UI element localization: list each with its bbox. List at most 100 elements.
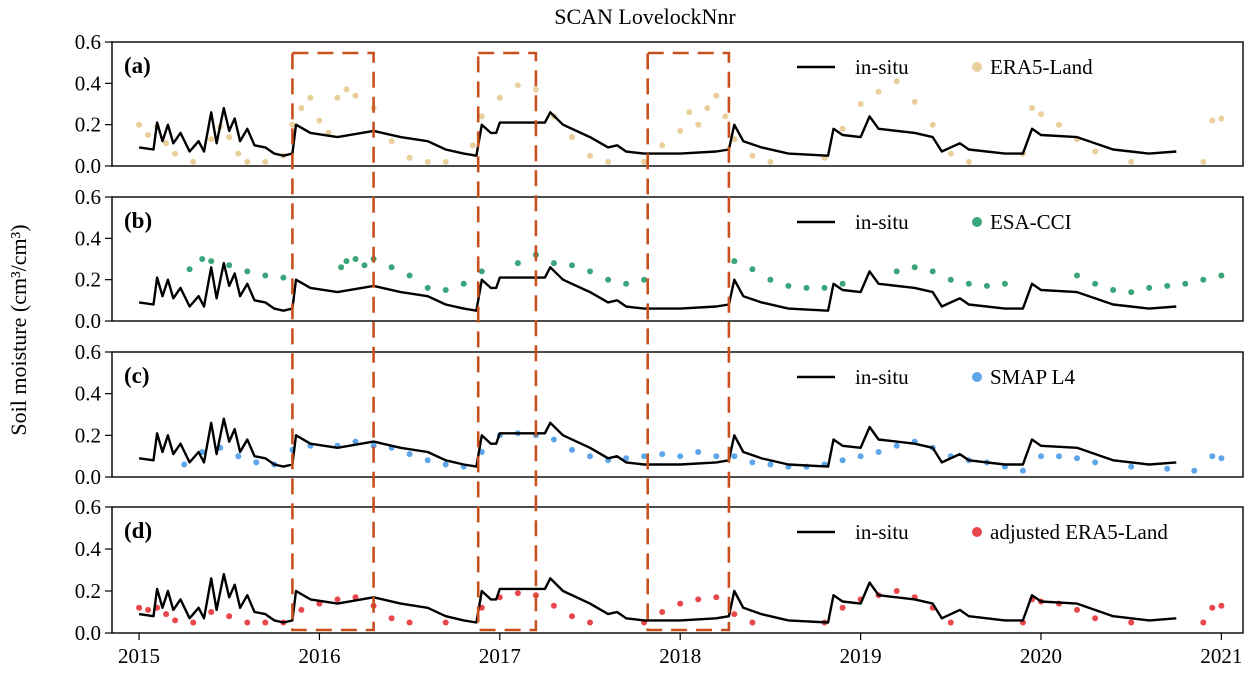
- data-point: [947, 276, 954, 283]
- legend-line-label: in-situ: [855, 520, 909, 544]
- panel-label: (a): [124, 53, 151, 78]
- data-point: [478, 113, 485, 120]
- y-tick-label: 0.4: [75, 382, 102, 406]
- data-point: [1146, 284, 1153, 291]
- data-point: [532, 592, 539, 599]
- data-point: [334, 596, 341, 603]
- data-point: [262, 272, 269, 279]
- legend-line-label: in-situ: [855, 210, 909, 234]
- data-point: [136, 604, 143, 611]
- data-point: [1191, 467, 1198, 474]
- data-point: [532, 86, 539, 93]
- data-point: [550, 260, 557, 267]
- data-point: [641, 158, 648, 165]
- data-point: [749, 459, 756, 466]
- legend: in-situ ESA-CCI: [797, 210, 1072, 234]
- data-point: [460, 280, 467, 287]
- data-point: [731, 136, 738, 143]
- y-tick-label: 0.0: [75, 465, 101, 489]
- data-point: [587, 619, 593, 626]
- highlight-boxes: [291, 51, 731, 632]
- data-point: [338, 264, 345, 271]
- data-point: [857, 101, 864, 107]
- data-point: [550, 436, 557, 443]
- data-point: [749, 152, 756, 159]
- data-point: [569, 613, 575, 620]
- data-point: [244, 619, 251, 626]
- data-point: [1092, 280, 1099, 287]
- data-point: [749, 266, 756, 273]
- data-point: [208, 136, 215, 143]
- data-point: [424, 284, 431, 291]
- data-point: [1019, 467, 1026, 474]
- data-point: [695, 449, 702, 455]
- data-point: [1038, 111, 1044, 118]
- data-point: [821, 284, 828, 291]
- data-point: [136, 121, 143, 128]
- data-point: [235, 453, 242, 460]
- data-point: [1074, 455, 1080, 462]
- data-point: [244, 268, 251, 275]
- panel-label: (d): [124, 518, 152, 543]
- data-point: [1200, 158, 1207, 165]
- data-point: [1128, 289, 1135, 296]
- data-point: [334, 94, 341, 101]
- y-tick-label: 0.0: [75, 154, 101, 178]
- data-point: [686, 109, 693, 116]
- data-point: [569, 262, 575, 269]
- data-point: [352, 594, 359, 601]
- data-point: [1200, 276, 1207, 283]
- panel-label: (c): [124, 363, 150, 388]
- data-point: [722, 113, 729, 120]
- panel-c: 0.0 0.2 0.4 0.6 (c) in-situ SMAP L4: [75, 340, 1244, 489]
- data-point: [514, 82, 521, 89]
- data-point: [983, 282, 990, 289]
- data-point: [280, 274, 287, 281]
- data-point: [1001, 280, 1008, 287]
- x-tick-label: 2017: [479, 644, 521, 668]
- data-point: [767, 158, 774, 165]
- y-axis-label: Soil moisture (cm³/cm³): [6, 224, 31, 435]
- x-tick-label: 2018: [659, 644, 701, 668]
- data-point: [965, 280, 972, 287]
- data-point: [623, 280, 630, 287]
- data-point: [352, 438, 359, 445]
- data-point: [659, 609, 666, 615]
- data-point: [388, 264, 395, 271]
- data-point: [911, 98, 918, 105]
- data-point: [172, 617, 179, 624]
- x-tick-label: 2015: [118, 644, 160, 668]
- data-point: [857, 453, 864, 460]
- data-point: [893, 78, 900, 85]
- insitu-line: [138, 417, 1177, 468]
- data-point: [605, 158, 612, 165]
- data-point: [361, 262, 368, 269]
- y-tick-label: 0.6: [75, 30, 101, 54]
- data-point: [190, 158, 197, 165]
- data-point: [695, 121, 702, 128]
- data-point: [677, 600, 684, 607]
- data-point: [695, 596, 702, 603]
- data-point: [514, 260, 521, 267]
- y-tick-label: 0.2: [75, 579, 101, 603]
- data-point: [190, 619, 197, 626]
- data-point: [1074, 606, 1080, 613]
- data-point: [163, 611, 170, 618]
- data-point: [424, 158, 431, 165]
- data-point: [550, 602, 557, 609]
- y-tick-label: 0.2: [75, 268, 101, 292]
- data-point: [469, 142, 476, 149]
- legend-dot-swatch: [972, 372, 982, 382]
- data-point: [199, 256, 206, 262]
- data-point: [1092, 459, 1099, 466]
- data-point: [442, 158, 449, 165]
- data-point: [1128, 158, 1135, 165]
- insitu-line: [138, 573, 1177, 624]
- legend-dot-label: SMAP L4: [990, 365, 1075, 389]
- data-point: [226, 262, 233, 269]
- panel-frame: [111, 41, 1244, 167]
- dots-series-esacci: [186, 251, 1225, 296]
- data-point: [677, 453, 684, 460]
- data-point: [641, 276, 648, 283]
- data-point: [731, 611, 738, 618]
